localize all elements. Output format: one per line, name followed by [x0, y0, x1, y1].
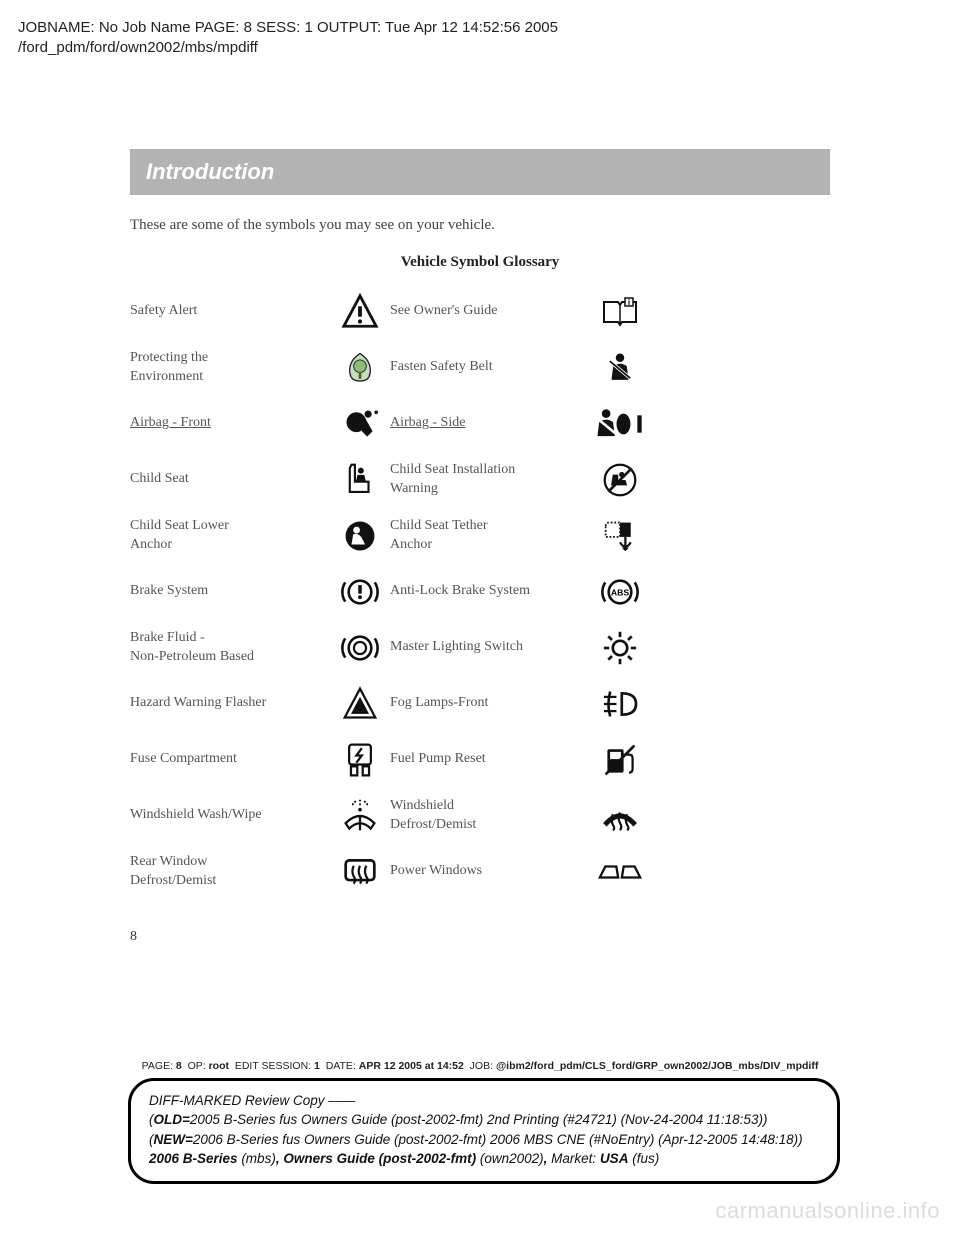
symbol-label: Child Seat InstallationWarning	[390, 461, 590, 497]
table-row: Child Seat Child Seat InstallationWarnin…	[130, 453, 830, 507]
table-title: Vehicle Symbol Glossary	[130, 254, 830, 271]
diff-new-line: (NEW=2006 B-Series fus Owners Guide (pos…	[149, 1130, 819, 1150]
brake-system-icon	[330, 575, 390, 609]
fuel-pump-reset-icon	[590, 742, 650, 778]
abs-icon: ABS	[590, 575, 650, 609]
symbol-label: Hazard Warning Flasher	[130, 694, 330, 712]
watermark-text: carmanualsonline.info	[715, 1198, 940, 1224]
symbol-label: Power Windows	[390, 862, 590, 880]
diff-model-line: 2006 B-Series (mbs), Owners Guide (post-…	[149, 1149, 819, 1169]
brake-fluid-icon	[330, 631, 390, 665]
header-line-2: /ford_pdm/ford/own2002/mbs/mpdiff	[18, 38, 960, 58]
diff-model: 2006 B-Series	[149, 1151, 238, 1166]
child-seat-lower-anchor-icon	[330, 519, 390, 553]
diff-old-text: 2005 B-Series fus Owners Guide (post-200…	[190, 1112, 768, 1127]
diff-market-label: Market:	[547, 1151, 600, 1166]
hazard-flasher-icon	[330, 686, 390, 722]
symbol-label: Airbag - Front	[130, 414, 330, 432]
footer-sess: 1	[314, 1060, 320, 1072]
diff-new-text: 2006 B-Series fus Owners Guide (post-200…	[193, 1132, 803, 1147]
symbol-label: Airbag - Side	[390, 414, 590, 432]
symbol-label: Safety Alert	[130, 302, 330, 320]
symbol-label: WindshieldDefrost/Demist	[390, 797, 590, 833]
table-row: Child Seat LowerAnchor Child Seat Tether…	[130, 509, 830, 563]
windshield-wash-wipe-icon	[330, 798, 390, 834]
rear-defrost-icon	[330, 855, 390, 889]
print-job-header: JOBNAME: No Job Name PAGE: 8 SESS: 1 OUT…	[0, 0, 960, 59]
diff-guide: Owners Guide (post-2002-fmt)	[283, 1151, 476, 1166]
symbol-label: Master Lighting Switch	[390, 638, 590, 656]
table-row: Windshield Wash/Wipe WindshieldDefrost/D…	[130, 789, 830, 843]
child-seat-tether-anchor-icon	[590, 519, 650, 553]
symbol-glossary-table: Safety Alert See Owner's Guide i Protect…	[130, 285, 830, 899]
symbol-label: See Owner's Guide	[390, 302, 590, 320]
diff-model-suffix: (mbs)	[238, 1151, 276, 1166]
table-row: Rear WindowDefrost/Demist Power Windows	[130, 845, 830, 899]
diff-marked-box: DIFF-MARKED Review Copy —— (OLD=2005 B-S…	[128, 1078, 840, 1184]
diff-guide-suffix: (own2002)	[476, 1151, 544, 1166]
diff-market-suffix: (fus)	[628, 1151, 659, 1166]
owners-guide-icon: i	[590, 296, 650, 328]
table-row: Protecting theEnvironment Fasten Safety …	[130, 341, 830, 395]
section-title: Introduction	[146, 159, 274, 184]
power-windows-icon	[590, 861, 650, 883]
section-banner: Introduction	[130, 149, 830, 195]
airbag-front-icon	[330, 406, 390, 442]
safety-belt-icon	[590, 350, 650, 386]
symbol-label: Child Seat TetherAnchor	[390, 517, 590, 553]
environment-icon	[330, 350, 390, 386]
symbol-label: Windshield Wash/Wipe	[130, 806, 330, 824]
airbag-side-icon	[590, 406, 650, 442]
diff-title: DIFF-MARKED Review Copy ——	[149, 1091, 819, 1111]
page-number: 8	[130, 929, 830, 945]
footer-page: 8	[176, 1060, 182, 1072]
fog-lamps-icon	[590, 688, 650, 720]
header-line-1: JOBNAME: No Job Name PAGE: 8 SESS: 1 OUT…	[18, 18, 960, 38]
table-row: Airbag - Front Airbag - Side	[130, 397, 830, 451]
diff-market: USA	[600, 1151, 629, 1166]
table-row: Safety Alert See Owner's Guide i	[130, 285, 830, 339]
table-row: Hazard Warning Flasher Fog Lamps-Front	[130, 677, 830, 731]
symbol-label: Rear WindowDefrost/Demist	[130, 853, 330, 889]
symbol-label: Protecting theEnvironment	[130, 349, 330, 385]
child-seat-icon	[330, 461, 390, 499]
symbol-label: Fog Lamps-Front	[390, 694, 590, 712]
footer-date: APR 12 2005 at 14:52	[359, 1060, 464, 1072]
intro-text: These are some of the symbols you may se…	[130, 217, 830, 234]
symbol-label: Brake System	[130, 582, 330, 600]
symbol-label: Child Seat LowerAnchor	[130, 517, 330, 553]
svg-text:i: i	[628, 298, 630, 307]
footer-print-meta: PAGE: 8 OP: root EDIT SESSION: 1 DATE: A…	[0, 1060, 960, 1072]
footer-job: @ibm2/ford_pdm/CLS_ford/GRP_own2002/JOB_…	[496, 1060, 818, 1072]
symbol-label: Fuel Pump Reset	[390, 750, 590, 768]
child-seat-warning-icon	[590, 462, 650, 498]
symbol-label: Anti-Lock Brake System	[390, 582, 590, 600]
windshield-defrost-icon	[590, 800, 650, 832]
symbol-label: Fasten Safety Belt	[390, 358, 590, 376]
symbol-label: Brake Fluid -Non-Petroleum Based	[130, 629, 330, 665]
symbol-label: Fuse Compartment	[130, 750, 330, 768]
footer-op: root	[209, 1060, 229, 1072]
diff-old-line: (OLD=2005 B-Series fus Owners Guide (pos…	[149, 1110, 819, 1130]
safety-alert-icon	[330, 293, 390, 331]
table-row: Brake System Anti-Lock Brake System ABS	[130, 565, 830, 619]
master-lighting-icon	[590, 630, 650, 666]
fuse-compartment-icon	[330, 741, 390, 779]
table-row: Fuse Compartment Fuel Pump Reset	[130, 733, 830, 787]
svg-text:ABS: ABS	[611, 587, 630, 597]
symbol-label: Child Seat	[130, 470, 330, 488]
table-row: Brake Fluid -Non-Petroleum Based Master …	[130, 621, 830, 675]
page-body: Introduction These are some of the symbo…	[0, 59, 960, 945]
